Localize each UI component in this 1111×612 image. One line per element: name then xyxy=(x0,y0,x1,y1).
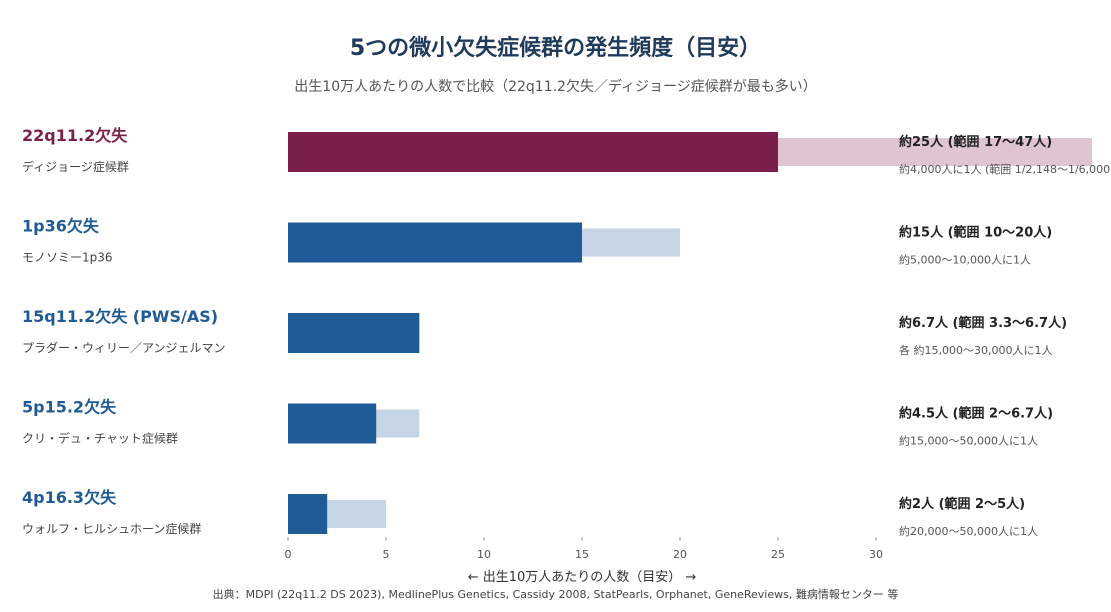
x-tick-label: 30 xyxy=(869,548,883,561)
x-tick-label: 15 xyxy=(575,548,589,561)
value-label: 約15人 (範囲 10〜20人) xyxy=(899,225,1052,241)
chart-title: 5つの微小欠失症候群の発生頻度（目安） xyxy=(349,36,762,61)
category-label: 22q11.2欠失 xyxy=(22,126,128,145)
range-bar xyxy=(327,500,386,528)
value-bar xyxy=(288,313,420,353)
x-tick-label: 10 xyxy=(477,548,491,561)
frequency-label: 約20,000〜50,000人に1人 xyxy=(899,524,1038,538)
value-bar xyxy=(288,494,328,534)
x-tick-label: 0 xyxy=(285,548,292,561)
frequency-label: 各 約15,000〜30,000人に1人 xyxy=(899,343,1052,357)
chart-subtitle: 出生10万人あたりの人数で比較（22q11.2欠失／ディジョージ症候群が最も多い… xyxy=(294,79,817,95)
category-sublabel: ディジョージ症候群 xyxy=(22,159,129,174)
frequency-label: 約5,000〜10,000人に1人 xyxy=(899,253,1031,267)
category-label: 1p36欠失 xyxy=(22,217,100,236)
x-tick-label: 20 xyxy=(673,548,687,561)
bar-chart: 0 5 10 15 20 25 30 ← 出生10万人あたりの人数（目安） → 22q11.2欠… xyxy=(22,126,1111,585)
category-label: 15q11.2欠失 (PWS/AS) xyxy=(22,307,218,326)
value-label: 約25人 (範囲 17〜47人) xyxy=(899,134,1052,150)
category-label: 4p16.3欠失 xyxy=(22,488,117,507)
value-bar xyxy=(288,132,778,172)
category-label: 5p15.2欠失 xyxy=(22,398,117,417)
x-axis-label: ← 出生10万人あたりの人数（目安） → xyxy=(468,570,697,585)
x-tick-label: 5 xyxy=(383,548,390,561)
value-bar xyxy=(288,222,582,263)
category-sublabel: モノソミー1p36 xyxy=(22,251,113,265)
category-sublabel: クリ・デュ・チャット症候群 xyxy=(22,431,178,446)
frequency-label: 約15,000〜50,000人に1人 xyxy=(899,434,1038,448)
category-sublabel: プラダー・ウィリー／アンジェルマン xyxy=(22,340,226,355)
source-note: 出典：MDPI (22q11.2 DS 2023), MedlinePlus G… xyxy=(212,588,899,601)
value-label: 約4.5人 (範囲 2〜6.7人) xyxy=(899,406,1053,422)
frequency-label: 約4,000人に1人 (範囲 1/2,148〜1/6,000) xyxy=(899,162,1111,176)
category-sublabel: ウォルフ・ヒルシュホーン症候群 xyxy=(22,521,201,536)
value-label: 約2人 (範囲 2〜5人) xyxy=(899,496,1025,512)
x-tick-label: 25 xyxy=(771,548,785,561)
value-label: 約6.7人 (範囲 3.3〜6.7人) xyxy=(899,315,1067,331)
value-bar xyxy=(288,403,377,444)
